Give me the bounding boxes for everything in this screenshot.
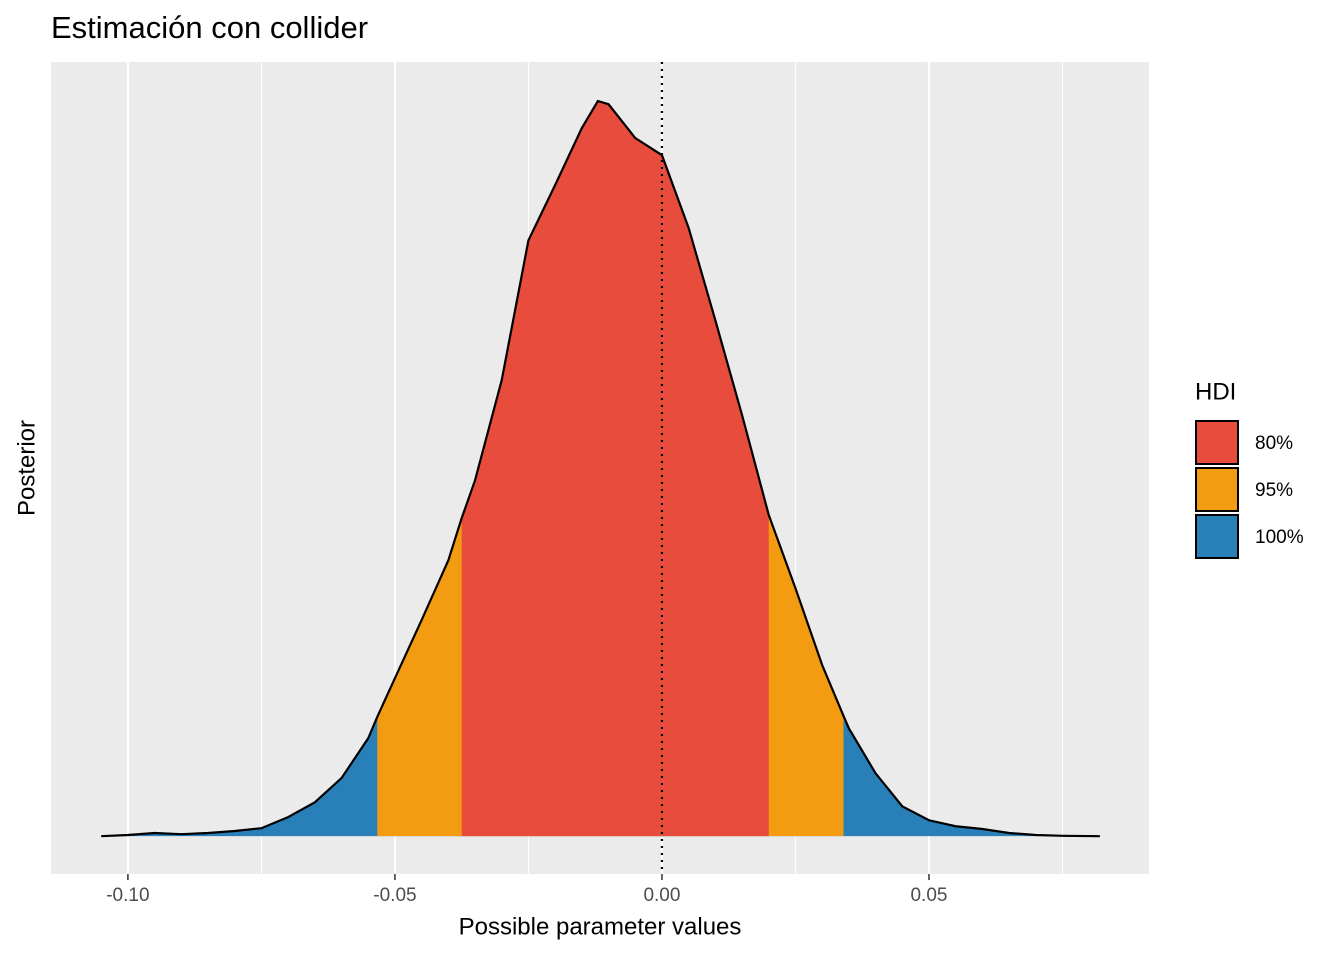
legend-title: HDI [1195,378,1236,405]
areas [101,101,1100,837]
legend-label: 95% [1255,480,1293,501]
legend-label: 100% [1255,527,1304,548]
x-tick-label: 0.05 [910,885,947,906]
chart-title: Estimación con collider [51,10,368,45]
y-axis-title: Posterior [13,420,40,516]
legend-label: 80% [1255,433,1293,454]
x-tick-label: 0.00 [643,885,680,906]
x-axis-title: Possible parameter values [459,913,742,940]
legend-key [1195,514,1239,559]
legend-key [1195,420,1239,465]
legend-key [1195,467,1239,512]
hdi-area [461,101,769,837]
x-tick-label: -0.05 [373,885,416,906]
x-tick-label: -0.10 [106,885,149,906]
density-line [101,99,1100,838]
